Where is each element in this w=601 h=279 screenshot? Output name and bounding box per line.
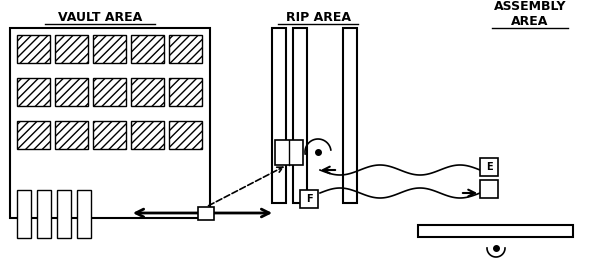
Bar [55,121,88,149]
Bar [480,158,498,176]
Bar [37,190,51,238]
Bar [93,78,126,106]
Bar [93,35,126,63]
Bar [55,35,88,63]
Bar [293,28,307,203]
Bar [10,28,210,218]
Bar [17,121,50,149]
Bar [300,190,318,208]
Bar [17,190,31,238]
Bar [169,121,202,149]
Bar [57,190,71,238]
Bar [418,225,573,237]
Bar [198,207,214,220]
Text: F: F [306,194,313,204]
Text: ASSEMBLY
AREA: ASSEMBLY AREA [494,0,566,28]
Bar [17,35,50,63]
Bar [275,140,303,165]
Bar [480,180,498,198]
Bar [272,28,286,203]
Bar [131,121,164,149]
Bar [93,121,126,149]
Bar [131,35,164,63]
Bar [55,78,88,106]
Bar [17,78,50,106]
Bar [77,190,91,238]
Bar [131,78,164,106]
Bar [169,78,202,106]
Bar [343,28,357,203]
Bar [169,35,202,63]
Text: VAULT AREA: VAULT AREA [58,11,142,24]
Text: RIP AREA: RIP AREA [285,11,350,24]
Text: E: E [486,162,492,172]
